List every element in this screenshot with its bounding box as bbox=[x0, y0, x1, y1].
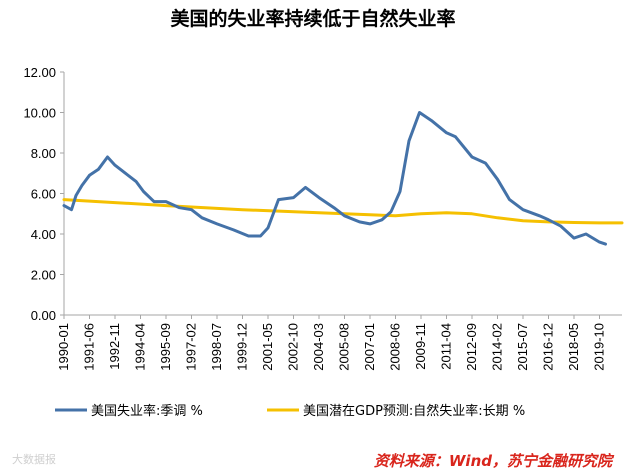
series-lines bbox=[62, 111, 624, 246]
legend: 美国失业率:季调 % 美国潜在GDP预测:自然失业率:长期 % bbox=[55, 403, 525, 419]
x-tick-label: 2005-08 bbox=[337, 323, 352, 371]
y-axis: 0.00 2.00 4.00 6.00 8.00 10.00 12.00 bbox=[23, 65, 65, 323]
x-tick-label: 2001-05 bbox=[260, 323, 275, 371]
watermark: 大数据报 bbox=[12, 452, 56, 466]
x-tick-label: 1990-01 bbox=[56, 323, 71, 371]
x-tick-label: 2007-01 bbox=[362, 323, 377, 371]
series-line-natural-rate bbox=[62, 198, 624, 225]
y-tick-label: 8.00 bbox=[31, 146, 56, 161]
x-tick-label: 2002-10 bbox=[286, 323, 301, 371]
legend-label-natural-rate: 美国潜在GDP预测:自然失业率:长期 % bbox=[303, 403, 525, 419]
x-tick-label: 1998-07 bbox=[209, 323, 224, 371]
series-line-unemployment bbox=[62, 111, 607, 246]
y-tick-label: 2.00 bbox=[31, 268, 56, 283]
x-tick-label: 2019-10 bbox=[592, 323, 607, 371]
x-tick-label: 2011-04 bbox=[439, 323, 454, 370]
x-tick-label: 1995-09 bbox=[158, 323, 173, 371]
x-tick-label: 2004-03 bbox=[311, 323, 326, 371]
y-tick-label: 10.00 bbox=[23, 106, 56, 121]
x-tick-label: 2016-12 bbox=[541, 323, 556, 371]
y-tick-label: 6.00 bbox=[31, 187, 56, 202]
x-tick-label: 1999-12 bbox=[235, 323, 250, 371]
x-tick-label: 2012-09 bbox=[464, 323, 479, 371]
x-tick-label: 1991-06 bbox=[82, 323, 97, 371]
chart-title: 美国的失业率持续低于自然失业率 bbox=[170, 7, 455, 30]
x-tick-label: 2009-11 bbox=[413, 323, 428, 370]
x-tick-label: 2008-06 bbox=[388, 323, 403, 371]
x-tick-label: 2015-07 bbox=[515, 323, 530, 371]
x-axis: 1990-01 1991-06 1992-11 1994-04 1995-09 1997-… bbox=[56, 314, 622, 371]
x-tick-label: 1992-11 bbox=[107, 323, 122, 370]
x-tick-label: 2018-05 bbox=[566, 323, 581, 371]
y-tick-label: 12.00 bbox=[23, 65, 56, 80]
x-tick-label: 1994-04 bbox=[133, 323, 148, 371]
source-note: 资料来源：Wind，苏宁金融研究院 bbox=[374, 452, 615, 470]
x-tick-label: 2014-02 bbox=[490, 323, 505, 371]
y-tick-label: 0.00 bbox=[31, 308, 56, 323]
y-tick-label: 4.00 bbox=[31, 227, 56, 242]
legend-label-unemployment: 美国失业率:季调 % bbox=[91, 403, 203, 419]
x-tick-label: 1997-02 bbox=[184, 323, 199, 371]
